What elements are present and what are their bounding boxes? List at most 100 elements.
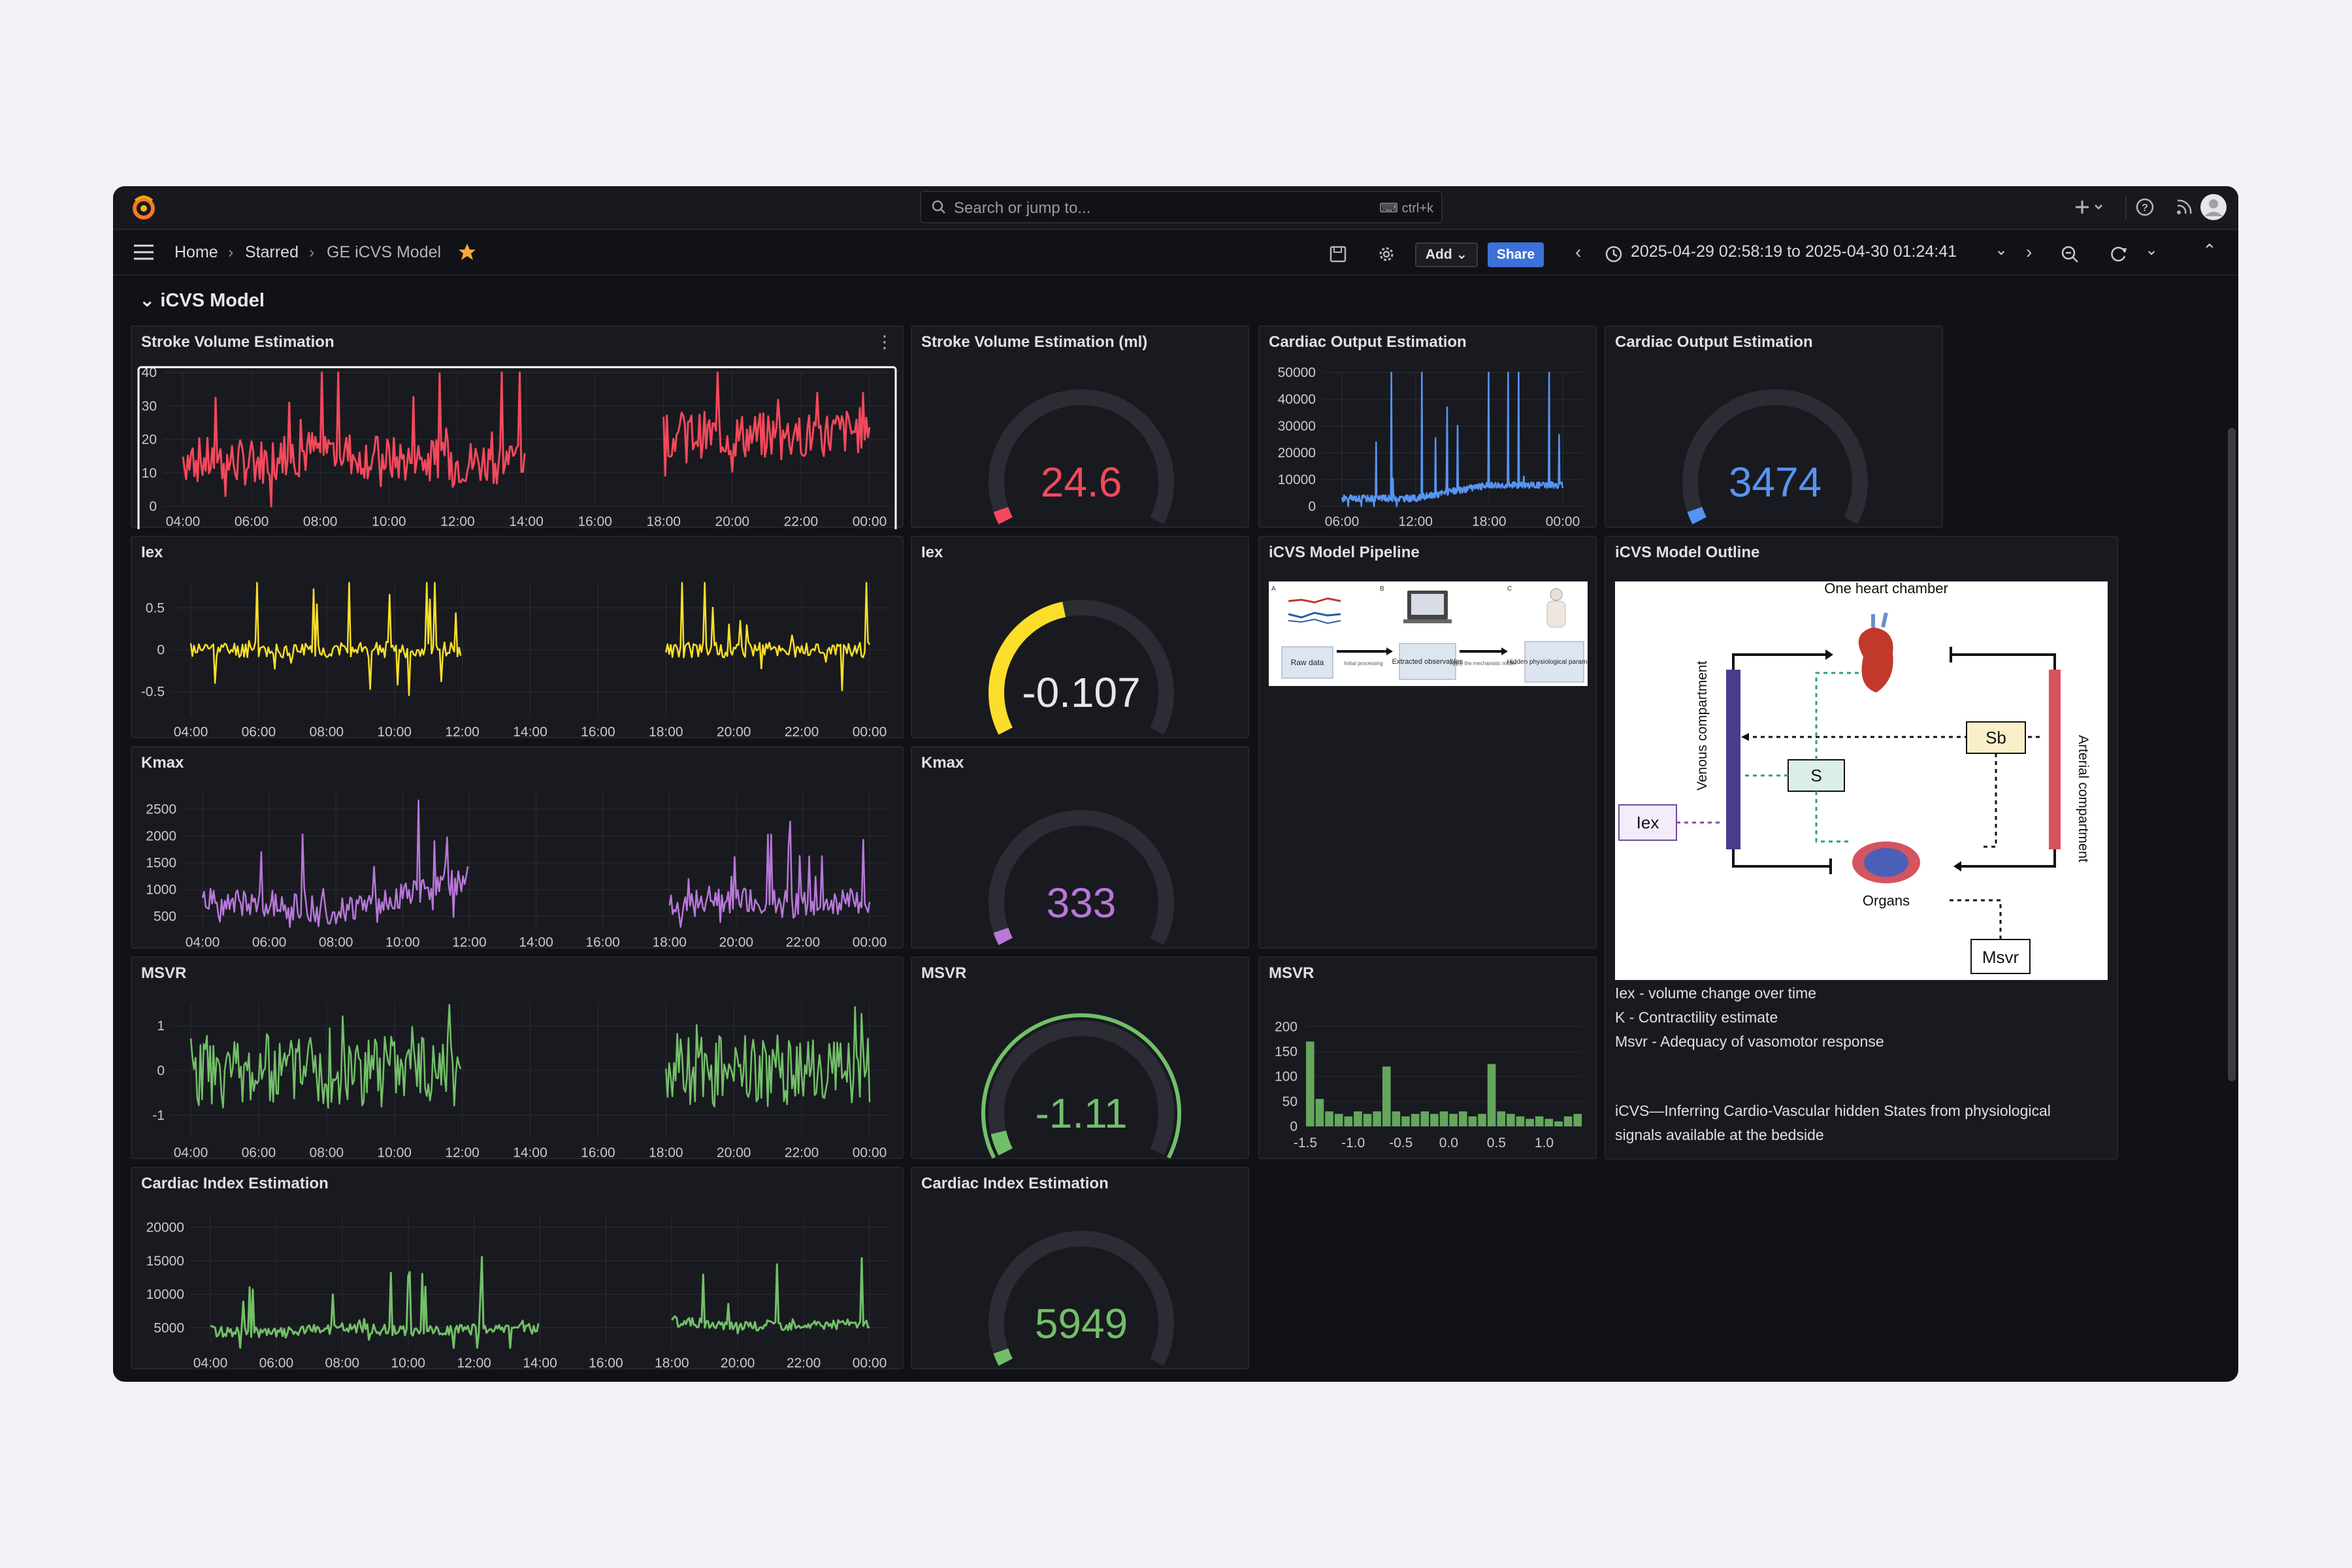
collapse-icon[interactable]: ⌄ bbox=[2202, 240, 2217, 259]
panel-title: Cardiac Output Estimation bbox=[1269, 333, 1467, 351]
x-tick-label: 00:00 bbox=[853, 935, 887, 950]
x-tick-label: 18:00 bbox=[646, 514, 681, 529]
panel-title: Kmax bbox=[921, 754, 964, 772]
gauge-fill bbox=[993, 1348, 1013, 1366]
time-forward-icon[interactable]: › bbox=[2026, 242, 2033, 262]
panel-stroke-volume-gauge[interactable]: Stroke Volume Estimation (ml) 24.6 bbox=[911, 325, 1249, 528]
histogram-bar bbox=[1507, 1113, 1515, 1126]
panel-title: Stroke Volume Estimation (ml) bbox=[921, 333, 1148, 351]
iex-node: Iex bbox=[1637, 813, 1659, 832]
x-tick-label: 0.0 bbox=[1439, 1135, 1458, 1151]
chevron-down-icon[interactable]: ⌄ bbox=[1995, 241, 2008, 259]
row-title: iCVS Model bbox=[160, 290, 265, 311]
gauge-value: 24.6 bbox=[1041, 459, 1122, 506]
x-tick-label: 16:00 bbox=[589, 1356, 623, 1371]
legend-line: Msvr - Adequacy of vasomotor response bbox=[1615, 1033, 1884, 1050]
panel-cardiac-output-gauge[interactable]: Cardiac Output Estimation 3474 bbox=[1605, 325, 1943, 528]
x-tick-label: 20:00 bbox=[721, 1356, 755, 1371]
grafana-window: Search or jump to... ⌨ ctrl+k ? bbox=[113, 186, 2238, 1382]
top-bar: Search or jump to... ⌨ ctrl+k ? bbox=[113, 186, 2238, 230]
panel-cardiac-index-gauge[interactable]: Cardiac Index Estimation 5949 bbox=[911, 1167, 1249, 1369]
y-tick-label: 20 bbox=[142, 433, 157, 448]
gear-icon[interactable] bbox=[1377, 244, 1396, 264]
menu-icon[interactable] bbox=[133, 243, 155, 261]
share-button[interactable]: Share bbox=[1488, 242, 1544, 267]
breadcrumb-separator: › bbox=[228, 243, 234, 261]
x-tick-label: 00:00 bbox=[853, 725, 887, 740]
y-tick-label: 1 bbox=[157, 1019, 165, 1034]
panel-title: Stroke Volume Estimation bbox=[141, 333, 335, 351]
plus-icon[interactable] bbox=[2073, 195, 2112, 219]
msvr-gauge: -1.11 bbox=[981, 1013, 1181, 1159]
x-tick-label: 04:00 bbox=[193, 1356, 228, 1371]
pipeline-step: Initial processing bbox=[1344, 661, 1383, 666]
panel-msvr-histogram[interactable]: MSVR 200 150 100 50 0 -1.5 -1.0 -0.5 0.0 0.5 1.0 bbox=[1258, 956, 1597, 1159]
panel-pipeline[interactable]: iCVS Model Pipeline A B C Raw data Initi… bbox=[1258, 536, 1597, 949]
panel-msvr-timeseries[interactable]: MSVR 1 0 -1 04:00 06:00 08:00 10:00 12:00 14:00 1… bbox=[131, 956, 904, 1160]
panel-cardiac-index-timeseries[interactable]: Cardiac Index Estimation 20000 15000 10000… bbox=[131, 1167, 904, 1371]
x-tick-label: -1.0 bbox=[1341, 1135, 1365, 1151]
panel-title: MSVR bbox=[1269, 964, 1315, 982]
panel-stroke-volume-timeseries[interactable]: Stroke Volume Estimation ⋮ 40 30 20 10 0 04:0… bbox=[131, 325, 904, 529]
panel-menu-icon[interactable]: ⋮ bbox=[876, 332, 893, 351]
add-button[interactable]: Add ⌄ bbox=[1415, 242, 1478, 267]
refresh-interval-icon[interactable]: ⌄ bbox=[2145, 241, 2159, 259]
x-tick-label: 14:00 bbox=[519, 935, 553, 950]
x-tick-label: 14:00 bbox=[509, 514, 544, 529]
caption-line: signals available at the bedside bbox=[1615, 1126, 1824, 1143]
panel-kmax-gauge[interactable]: Kmax 333 bbox=[911, 746, 1249, 949]
panel-kmax-timeseries[interactable]: Kmax 2500 2000 1500 1000 500 04:00 06:00 08:00 1… bbox=[131, 746, 904, 950]
x-tick-label: 04:00 bbox=[186, 935, 220, 950]
time-range-picker[interactable]: 2025-04-29 02:58:19 to 2025-04-30 01:24:… bbox=[1631, 242, 1957, 261]
clock-icon bbox=[1605, 246, 1622, 263]
gauge-track bbox=[988, 389, 1174, 525]
y-tick-label: 0 bbox=[157, 643, 165, 658]
panel-msvr-gauge[interactable]: MSVR -1.11 bbox=[911, 956, 1249, 1159]
gauge-fill bbox=[1687, 506, 1707, 525]
panel-outline[interactable]: iCVS Model Outline One heart chamber Ven… bbox=[1605, 536, 2118, 1160]
panel-iex-timeseries[interactable]: Iex 0.5 0 -0.5 04:00 06:00 08:00 10:00 12:00 14:… bbox=[131, 536, 904, 740]
breadcrumb-starred[interactable]: Starred bbox=[245, 243, 299, 261]
panel-iex-gauge[interactable]: Iex -0.107 bbox=[911, 536, 1249, 738]
outline-caption: iCVS—Inferring Cardio-Vascular hidden St… bbox=[1615, 1099, 2051, 1147]
zoom-out-icon[interactable] bbox=[2060, 244, 2080, 264]
x-tick-label: 20:00 bbox=[719, 935, 754, 950]
time-back-icon[interactable]: ‹ bbox=[1575, 242, 1582, 262]
histogram-bar bbox=[1420, 1111, 1429, 1126]
search-shortcut: ⌨ ctrl+k bbox=[1379, 201, 1433, 216]
y-tick-label: 150 bbox=[1275, 1044, 1298, 1059]
x-tick-label: 06:00 bbox=[1325, 514, 1360, 529]
scrollbar[interactable] bbox=[2228, 428, 2236, 1081]
x-tick-label: 06:00 bbox=[242, 1145, 276, 1160]
x-tick-label: 10:00 bbox=[372, 514, 406, 529]
outline-diagram: One heart chamber Venous compartment Art… bbox=[1615, 581, 2108, 980]
series-line bbox=[189, 1004, 871, 1109]
row-header[interactable]: ⌄ iCVS Model bbox=[139, 290, 265, 311]
panel-cardiac-output-timeseries[interactable]: Cardiac Output Estimation 50000 40000 3000… bbox=[1258, 325, 1597, 529]
iex-chart: 0.5 0 -0.5 04:00 06:00 08:00 10:00 12:00 14:00 16… bbox=[141, 581, 889, 740]
refresh-icon[interactable] bbox=[2109, 244, 2129, 264]
x-tick-label: 10:00 bbox=[385, 935, 420, 950]
svg-text:A: A bbox=[1271, 585, 1276, 593]
grafana-logo-icon[interactable] bbox=[130, 194, 157, 221]
histogram-bar bbox=[1526, 1119, 1534, 1126]
panel-title: iCVS Model Outline bbox=[1615, 544, 1760, 561]
x-tick-label: 12:00 bbox=[457, 1356, 491, 1371]
help-icon[interactable]: ? bbox=[2125, 195, 2164, 219]
histogram-bar bbox=[1573, 1113, 1582, 1126]
gauge-track bbox=[988, 1230, 1174, 1366]
x-tick-label: 12:00 bbox=[445, 725, 480, 740]
rss-icon[interactable] bbox=[2164, 195, 2204, 219]
histogram-bar bbox=[1497, 1111, 1506, 1126]
x-tick-label: 18:00 bbox=[652, 935, 687, 950]
y-tick-label: -1 bbox=[152, 1108, 165, 1123]
y-tick-label: -0.5 bbox=[141, 685, 165, 700]
search-input[interactable]: Search or jump to... ⌨ ctrl+k bbox=[920, 191, 1443, 223]
avatar[interactable] bbox=[2197, 193, 2230, 221]
save-icon[interactable] bbox=[1328, 244, 1348, 264]
y-tick-label: 20000 bbox=[146, 1220, 184, 1235]
svg-text:C: C bbox=[1507, 585, 1512, 593]
breadcrumb-home[interactable]: Home bbox=[174, 243, 218, 261]
x-tick-label: 00:00 bbox=[1546, 514, 1580, 529]
star-icon[interactable] bbox=[457, 242, 477, 262]
